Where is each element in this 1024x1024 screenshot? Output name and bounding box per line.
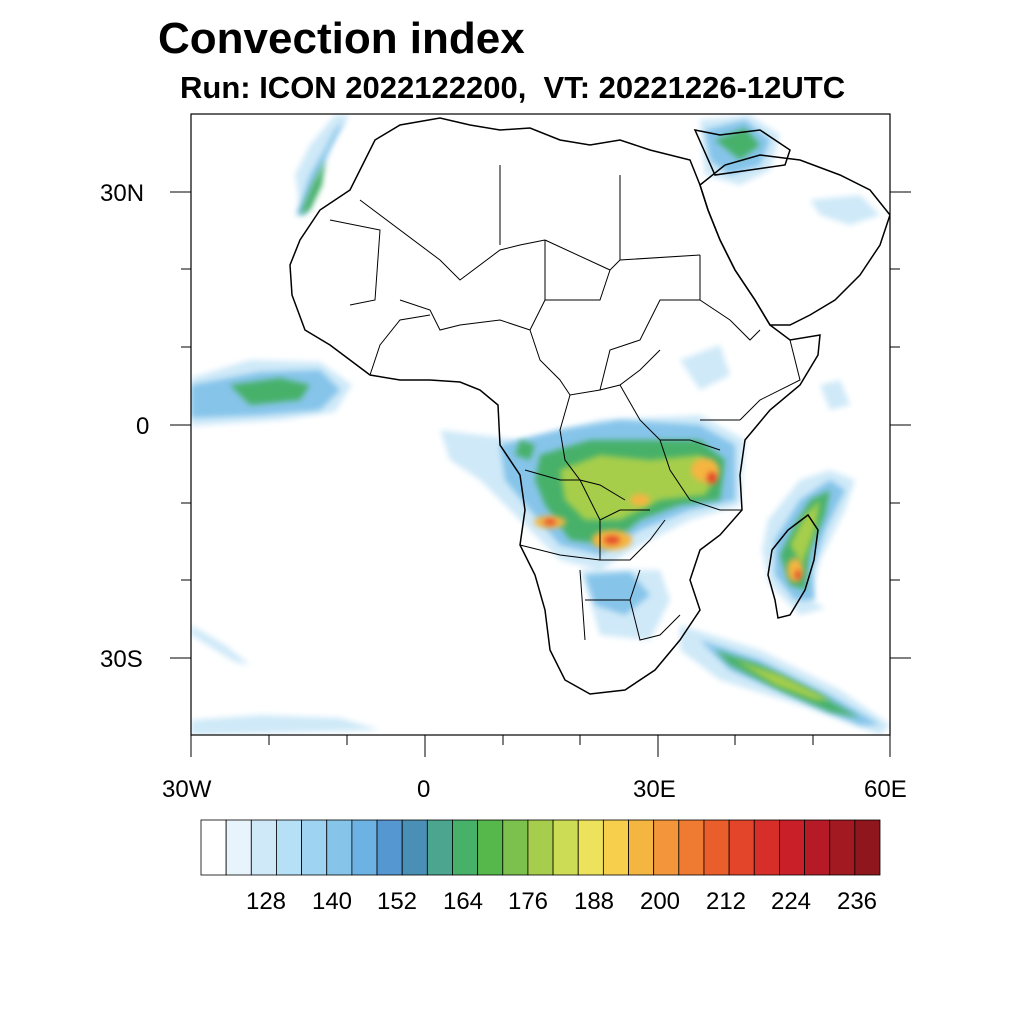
colorbar-segment: [477, 819, 504, 876]
colorbar-segment: [602, 819, 629, 876]
colorbar-tick-label: 164: [442, 888, 484, 915]
lat-label-0: 0: [136, 413, 150, 440]
country-borders: [329, 165, 801, 641]
colorbar-tick-label: 128: [245, 888, 287, 915]
lon-label-60e: 60E: [864, 776, 907, 803]
lon-label-30e: 30E: [633, 776, 676, 803]
colorbar-segment: [225, 819, 252, 876]
colorbar-tick-label: 152: [376, 888, 418, 915]
colorbar-segment: [401, 819, 428, 876]
lon-label-0: 0: [417, 776, 431, 803]
colorbar-segment: [728, 819, 755, 876]
lon-label-30w: 30W: [162, 776, 212, 803]
map-title: Convection index: [158, 14, 525, 63]
convection-field: [191, 115, 890, 735]
colorbar: [200, 819, 881, 876]
colorbar-segment: [854, 819, 881, 876]
colorbar-tick-label: 236: [836, 888, 878, 915]
colorbar-segment: [301, 819, 328, 876]
colorbar-tick-label: 200: [639, 888, 681, 915]
colorbar-segment: [628, 819, 655, 876]
colorbar-segment: [276, 819, 302, 876]
map-subtitle: Run: ICON 2022122200, VT: 20221226-12UTC: [180, 70, 846, 105]
colorbar-segment: [200, 819, 227, 876]
colorbar-segment: [753, 819, 780, 876]
lat-label-30n: 30N: [100, 180, 145, 207]
colorbar-segment: [452, 819, 479, 876]
colorbar-segment: [326, 819, 353, 876]
colorbar-segment: [527, 819, 554, 876]
colorbar-segment: [829, 819, 856, 876]
map-frame: [190, 113, 891, 736]
colorbar-segment: [552, 819, 579, 876]
colorbar-tick-label: 188: [573, 888, 615, 915]
colorbar-tick-label: 140: [311, 888, 353, 915]
colorbar-segment: [351, 819, 378, 876]
colorbar-segment: [577, 819, 604, 876]
colorbar-segment: [250, 819, 277, 876]
colorbar-segment: [703, 819, 730, 876]
colorbar-tick-label: 176: [507, 888, 549, 915]
colorbar-segment: [779, 819, 805, 876]
coastlines: [289, 117, 890, 695]
colorbar-segment: [376, 819, 403, 876]
colorbar-tick-label: 224: [770, 888, 812, 915]
colorbar-segment: [804, 819, 831, 876]
colorbar-tick-label: 212: [705, 888, 747, 915]
lat-label-30s: 30S: [100, 646, 143, 673]
colorbar-segment: [426, 819, 453, 876]
colorbar-segment: [653, 819, 680, 876]
axis-ticks: [170, 191, 911, 757]
colorbar-segment: [502, 819, 529, 876]
colorbar-segment: [678, 819, 705, 876]
